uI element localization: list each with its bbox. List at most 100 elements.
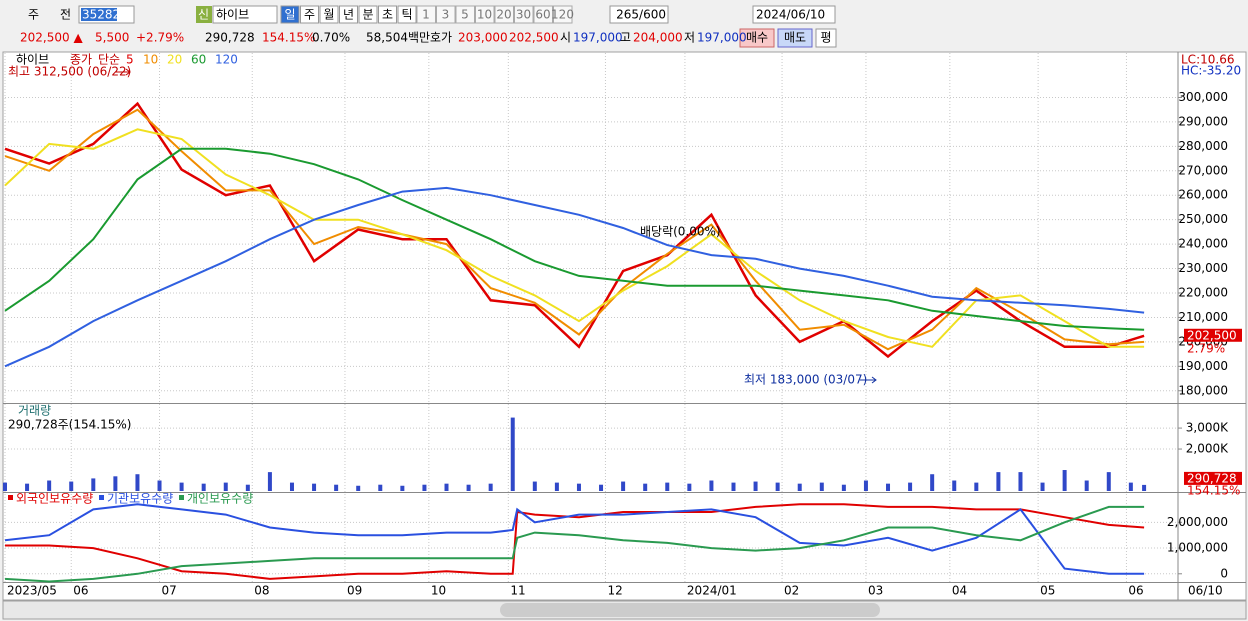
- interval-button[interactable]: [514, 5, 534, 24]
- period-label[interactable]: 주: [304, 8, 315, 22]
- period-button[interactable]: [319, 5, 339, 24]
- period-button[interactable]: [378, 5, 397, 24]
- series-line: [4, 108, 1145, 351]
- buy-button[interactable]: [739, 28, 775, 48]
- period-label[interactable]: 초: [382, 8, 393, 22]
- volume-bar: [25, 483, 30, 491]
- all-select[interactable]: 전: [60, 8, 71, 22]
- interval-label[interactable]: 30: [516, 8, 531, 22]
- volume-bar: [113, 476, 118, 491]
- interval-button[interactable]: [494, 5, 514, 24]
- date-box[interactable]: [752, 5, 836, 24]
- y-tick-label: 0: [1220, 566, 1228, 580]
- quote-open-label: 시: [560, 31, 571, 45]
- legend-swatch: [8, 495, 13, 500]
- x-tick-label: 02: [784, 584, 799, 598]
- x-tick-label: 07: [162, 584, 177, 598]
- quote-change: 5,500: [95, 31, 129, 45]
- market-select[interactable]: 주: [28, 8, 39, 22]
- volume-bar: [179, 482, 184, 491]
- last-price-tag: [1184, 328, 1242, 342]
- volume-bar: [3, 482, 7, 491]
- code-selection: [81, 8, 117, 21]
- x-tick-label: 11: [510, 584, 525, 598]
- period-button[interactable]: [339, 5, 358, 24]
- interval-button[interactable]: [553, 5, 573, 24]
- interval-label[interactable]: 20: [496, 8, 511, 22]
- period-label[interactable]: 년: [343, 8, 354, 22]
- legend-entry: 개인보유수량: [187, 492, 253, 506]
- series-line: [5, 503, 1145, 580]
- y-tick-label: 290,000: [1178, 114, 1228, 128]
- volume-bar: [466, 484, 471, 491]
- new-badge[interactable]: [196, 6, 212, 23]
- volume-bar: [378, 484, 383, 491]
- name-input[interactable]: [212, 5, 278, 24]
- sell-label[interactable]: 매도: [784, 31, 806, 45]
- eval-label[interactable]: 평: [820, 31, 831, 45]
- interval-label[interactable]: 10: [477, 8, 492, 22]
- volume-bar: [599, 484, 604, 491]
- legend-entry: 60: [191, 53, 206, 67]
- volume-bar: [47, 480, 52, 491]
- interval-label[interactable]: 3: [442, 8, 450, 22]
- eval-button[interactable]: [815, 28, 837, 48]
- legend-entry: 10: [143, 53, 158, 67]
- period-label[interactable]: 일: [284, 8, 295, 22]
- chart-title: 하이브: [16, 53, 49, 67]
- period-label[interactable]: 틱: [401, 8, 412, 22]
- low-annotation: 최저 183,000 (03/07): [744, 373, 867, 387]
- x-tick-label: 09: [347, 584, 362, 598]
- buy-label[interactable]: 매수: [746, 31, 768, 45]
- volume-bar: [554, 482, 559, 491]
- sell-button[interactable]: [777, 28, 813, 48]
- legend-swatch: [99, 495, 104, 500]
- volume-bar: [1040, 482, 1045, 491]
- period-button[interactable]: [358, 5, 378, 24]
- quote-volume: 290,728: [205, 31, 255, 45]
- interval-button[interactable]: [436, 5, 456, 24]
- volume-pct: 154.15%: [1187, 483, 1240, 497]
- interval-button[interactable]: [455, 5, 475, 24]
- interval-label[interactable]: 120: [551, 8, 574, 22]
- interval-button[interactable]: [475, 5, 495, 24]
- volume-bar: [863, 480, 868, 491]
- interval-button[interactable]: [533, 5, 553, 24]
- legend-entry: 기관보유수량: [107, 492, 173, 506]
- quote-open: 197,000: [573, 31, 623, 45]
- count: 265/600: [616, 8, 666, 22]
- date[interactable]: 2024/06/10: [756, 8, 825, 22]
- volume-bar: [908, 482, 913, 491]
- quote-high: 204,000: [633, 31, 683, 45]
- volume-bar: [731, 482, 736, 491]
- x-end-label: 06/10: [1188, 584, 1223, 598]
- legend-entry: 외국인보유수량: [16, 492, 93, 506]
- x-tick-label: 06: [73, 584, 88, 598]
- period-label[interactable]: 분: [362, 8, 373, 22]
- low-arrow: [860, 376, 877, 384]
- chart-area: [2, 51, 1247, 601]
- last-pct: 2.79%: [1187, 341, 1225, 355]
- dividend-annotation: 배당락(0.00%): [640, 225, 721, 239]
- series-line: [4, 186, 1145, 368]
- volume-bar: [974, 482, 979, 491]
- interval-button[interactable]: [416, 5, 436, 24]
- interval-label[interactable]: 5: [461, 8, 469, 22]
- y-tick-label: 250,000: [1178, 212, 1228, 226]
- interval-label[interactable]: 60: [535, 8, 550, 22]
- interval-label[interactable]: 1: [422, 8, 430, 22]
- volume-last: 290,728: [1187, 471, 1237, 485]
- y-tick-label: 260,000: [1178, 188, 1228, 202]
- period-button[interactable]: [280, 5, 300, 24]
- quote-high-label: 고: [620, 31, 631, 45]
- period-button[interactable]: [300, 5, 319, 24]
- quote-turnover: 0.70%: [312, 31, 350, 45]
- x-tick-label: 03: [868, 584, 883, 598]
- period-button[interactable]: [397, 5, 417, 24]
- volume-bar: [245, 484, 250, 491]
- scroll-thumb[interactable]: [500, 603, 880, 617]
- volume-bar: [223, 482, 228, 491]
- volume-bar: [289, 482, 294, 491]
- period-label[interactable]: 월: [323, 8, 334, 22]
